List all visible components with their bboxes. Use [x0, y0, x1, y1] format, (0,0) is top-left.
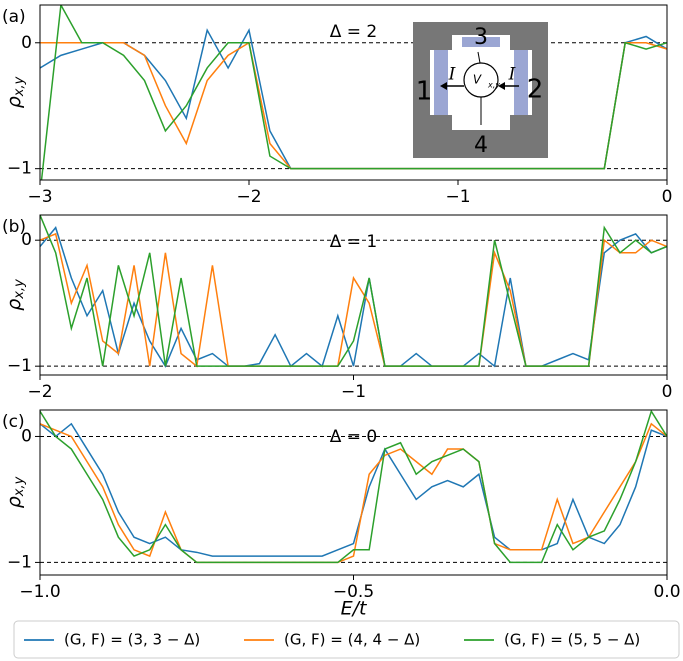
- inset-label: 4: [474, 133, 488, 158]
- panel-title: Δ = 0: [330, 427, 378, 447]
- y-tick-label: −1: [7, 356, 32, 376]
- series-line: [40, 410, 667, 564]
- inset: 3 1 2 4 I I V x,y: [413, 22, 548, 158]
- inset-arrowhead: [498, 82, 505, 90]
- plot-frame: [39, 4, 668, 181]
- panel-label: (b): [2, 217, 26, 237]
- inset-label: 2: [527, 75, 544, 105]
- inset-label: 1: [416, 77, 433, 107]
- legend-label: (G, F) = (5, 5 − Δ): [504, 631, 640, 649]
- series-line: [40, 215, 667, 367]
- panel-label: (c): [2, 412, 25, 432]
- series-line: [40, 422, 667, 564]
- legend-label: (G, F) = (3, 3 − Δ): [64, 631, 200, 649]
- panel-label: (a): [2, 7, 26, 27]
- series-line: [40, 41, 667, 170]
- series-line: [40, 422, 667, 557]
- x-tick-label: −2: [27, 382, 52, 402]
- legend-box: [13, 620, 680, 659]
- series-line: [40, 232, 667, 368]
- inset-lead-l: [434, 50, 448, 115]
- y-axis-label-sub: x,y: [12, 279, 27, 300]
- series-line: [40, 28, 667, 170]
- x-tick-label: −1: [341, 382, 366, 402]
- y-axis-label: ρx,y: [3, 476, 27, 508]
- series-line: [40, 5, 667, 180]
- x-tick-label: −0.5: [333, 582, 374, 602]
- inset-label: I: [508, 65, 516, 85]
- inset-label: 3: [474, 25, 488, 50]
- x-tick-label: −1.0: [19, 582, 60, 602]
- y-axis-label-sub: x,y: [12, 476, 27, 497]
- y-tick-label: 0: [21, 33, 32, 53]
- y-axis-label: ρx,y: [3, 279, 27, 311]
- y-axis-label: ρx,y: [3, 76, 27, 108]
- inset-label: V: [473, 73, 482, 87]
- panel-title: Δ = 1: [330, 232, 378, 252]
- legend-label: (G, F) = (4, 4 − Δ): [284, 631, 420, 649]
- x-tick-label: 0: [662, 187, 673, 207]
- x-tick-label: −1: [445, 187, 470, 207]
- y-axis-label-sub: x,y: [12, 76, 27, 97]
- y-tick-label: −1: [7, 159, 32, 179]
- x-tick-label: 0: [662, 382, 673, 402]
- inset-lead-r: [514, 50, 528, 115]
- inset-label: x,y: [487, 81, 500, 90]
- y-axis-label-main: ρ: [3, 299, 25, 311]
- x-tick-label: 0.0: [653, 582, 680, 602]
- x-tick-label: −3: [27, 187, 52, 207]
- y-axis-label-main: ρ: [3, 496, 25, 508]
- inset-label: I: [448, 65, 456, 85]
- y-axis-label-main: ρ: [3, 96, 25, 108]
- panel-title: Δ = 2: [330, 22, 378, 42]
- x-axis-label: E/t: [341, 598, 368, 620]
- x-tick-label: −2: [236, 187, 261, 207]
- y-tick-label: 0: [21, 426, 32, 446]
- y-tick-label: −1: [7, 552, 32, 572]
- inset-lead-t: [462, 37, 500, 47]
- inset-wire: [477, 51, 481, 64]
- inset-arrowhead: [440, 82, 447, 90]
- y-tick-label: 0: [21, 230, 32, 250]
